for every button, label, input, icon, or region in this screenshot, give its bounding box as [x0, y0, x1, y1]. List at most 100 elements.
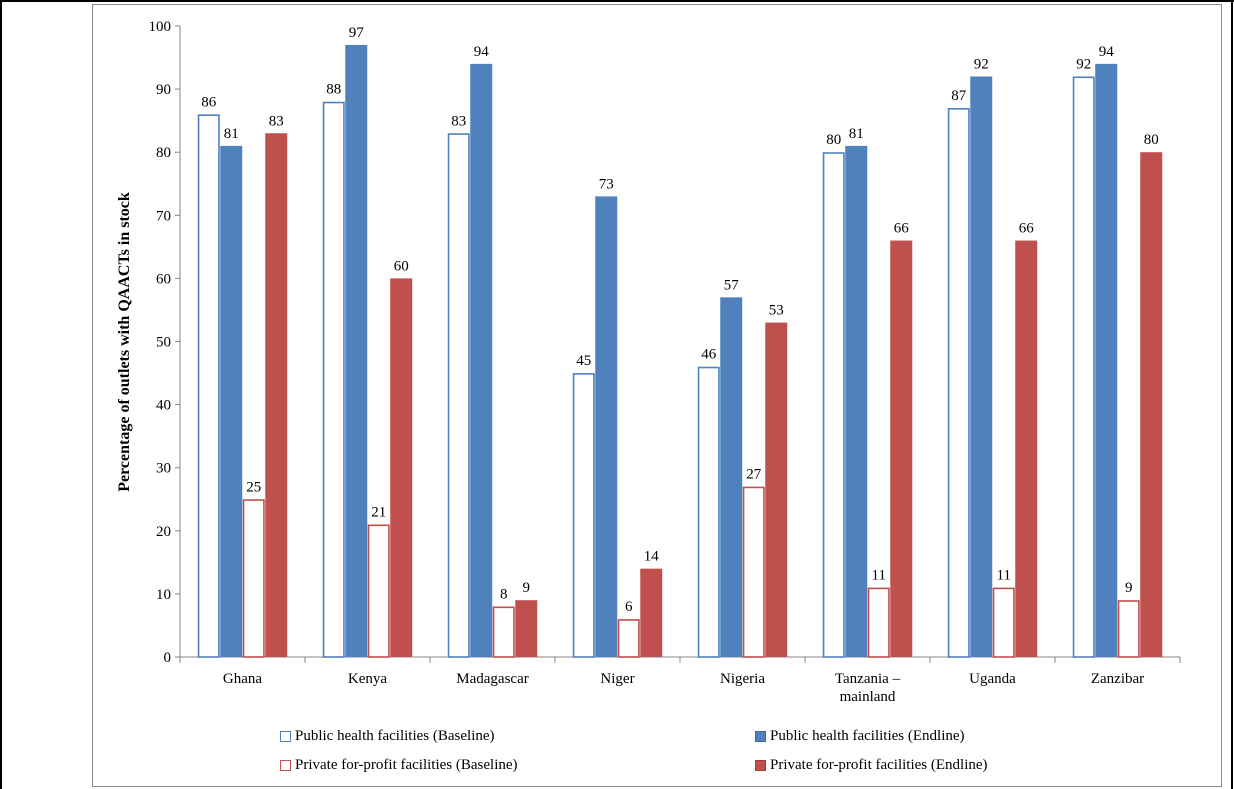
page-border-left [0, 0, 2, 789]
y-tick-label: 100 [149, 19, 172, 35]
legend-swatch-public-baseline [280, 731, 291, 742]
data-label: 83 [269, 113, 284, 129]
bar-outline [197, 114, 220, 658]
legend-swatch-public-endline [755, 731, 766, 742]
data-label: 80 [826, 132, 841, 148]
bar-outline [492, 606, 515, 658]
data-label: 45 [576, 353, 591, 369]
y-tick-label: 20 [156, 524, 171, 540]
data-label: 60 [394, 258, 409, 274]
legend-label-private-baseline: Private for-profit facilities (Baseline) [295, 757, 518, 773]
bar-filled [470, 63, 493, 658]
data-label: 8 [500, 587, 508, 603]
x-tick-label: Kenya [348, 671, 387, 687]
bar-filled [1140, 152, 1163, 657]
bar-filled [1015, 240, 1038, 658]
bar-filled [390, 278, 413, 657]
data-label: 6 [625, 599, 633, 615]
bar-filled [265, 133, 288, 657]
bar-outline [242, 499, 265, 658]
chart-area [92, 4, 1222, 787]
data-label: 94 [474, 44, 490, 60]
x-tick-label: Madagascar [456, 671, 528, 687]
bar-filled [640, 568, 663, 657]
bar-outline [322, 101, 345, 658]
legend-label-public-endline: Public health facilities (Endline) [770, 728, 965, 744]
bar-outline [617, 619, 640, 658]
bar-filled [720, 297, 743, 657]
data-label: 81 [224, 126, 239, 142]
legend-item-private-baseline: Private for-profit facilities (Baseline) [280, 757, 518, 774]
data-label: 86 [201, 94, 217, 110]
legend-item-public-endline: Public health facilities (Endline) [755, 728, 965, 745]
bar-outline [1117, 600, 1140, 658]
y-tick-label: 80 [156, 145, 171, 161]
data-label: 9 [523, 580, 531, 596]
y-tick-label: 30 [156, 461, 171, 477]
x-tick-label: Uganda [969, 671, 1016, 687]
bar-outline [822, 152, 845, 658]
legend-label-private-endline: Private for-profit facilities (Endline) [770, 757, 988, 773]
bars [197, 44, 1163, 658]
y-tick-label: 50 [156, 335, 171, 351]
bar-outline [947, 108, 970, 658]
data-label: 21 [371, 504, 386, 520]
data-label: 27 [746, 467, 762, 483]
data-label: 92 [974, 56, 989, 72]
bar-outline [742, 486, 765, 658]
y-tick-label: 60 [156, 271, 171, 287]
bar-outline [447, 133, 470, 658]
data-label: 25 [246, 479, 261, 495]
y-tick-label: 0 [164, 650, 172, 666]
bar-outline [992, 587, 1015, 658]
data-label: 57 [724, 277, 740, 293]
bar-filled [220, 145, 243, 657]
y-tick-label: 70 [156, 208, 171, 224]
bar-outline [572, 373, 595, 658]
data-label: 94 [1099, 44, 1115, 60]
data-label: 66 [894, 221, 910, 237]
x-tick-label: Niger [600, 671, 634, 687]
legend-label-public-baseline: Public health facilities (Baseline) [295, 728, 495, 744]
data-label: 14 [644, 549, 660, 565]
axes: 0 10 20 30 40 50 60 70 80 90 100 Ghana Kenya Madagasc… [149, 19, 1181, 705]
bar-filled [1095, 63, 1118, 658]
bar-filled [515, 600, 538, 657]
data-label: 73 [599, 176, 614, 192]
y-tick-label: 10 [156, 587, 171, 603]
x-tick-label: Ghana [223, 671, 262, 687]
bar-filled [765, 322, 788, 657]
data-label: 81 [849, 126, 864, 142]
data-label: 92 [1076, 56, 1091, 72]
data-label: 66 [1019, 221, 1035, 237]
y-tick-label: 40 [156, 398, 171, 414]
data-label: 46 [701, 347, 717, 363]
bar-outline [367, 524, 390, 658]
bar-filled [845, 145, 868, 657]
bar-outline [867, 587, 890, 658]
x-tick-label-line2: mainland [840, 689, 896, 705]
x-tick-label: Nigeria [720, 671, 765, 687]
data-label: 97 [349, 25, 365, 41]
bar-outline [1072, 76, 1095, 658]
data-label: 11 [997, 568, 1011, 584]
bar-filled [890, 240, 913, 658]
bar-filled [970, 76, 993, 658]
bar-outline [697, 366, 720, 658]
legend-swatch-private-endline [755, 760, 766, 771]
data-label: 53 [769, 303, 784, 319]
x-tick-label: Zanzibar [1091, 671, 1144, 687]
y-axis-title-group: Percentage of outlets with QAACTs in sto… [116, 192, 133, 492]
data-label: 87 [951, 88, 967, 104]
page-border-right [1231, 0, 1233, 789]
legend-item-public-baseline: Public health facilities (Baseline) [280, 728, 495, 745]
bar-filled [595, 196, 618, 657]
data-label: 83 [451, 113, 466, 129]
legend-swatch-private-baseline [280, 760, 291, 771]
legend-item-private-endline: Private for-profit facilities (Endline) [755, 757, 988, 774]
y-tick-label: 90 [156, 82, 171, 98]
data-label: 9 [1125, 580, 1133, 596]
bar-filled [345, 44, 368, 658]
